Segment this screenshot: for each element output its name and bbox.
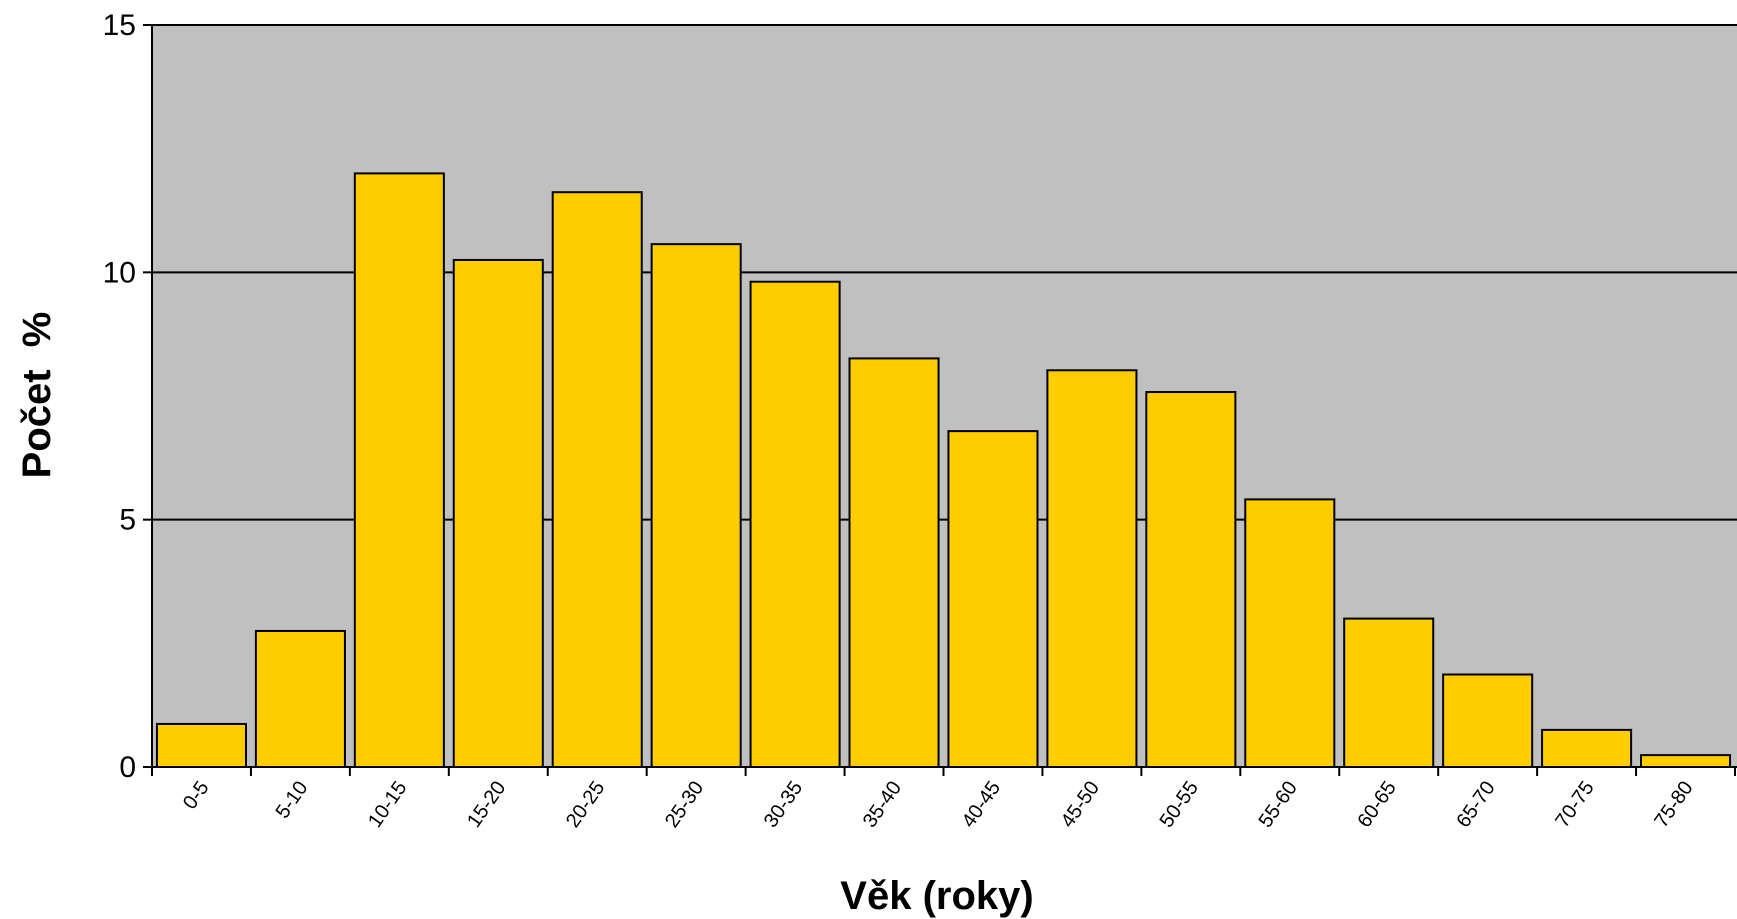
x-tick-label-60-65: 60-65 (1353, 777, 1400, 832)
bar-45-50 (1046, 369, 1138, 768)
x-tick-label-50-55: 50-55 (1156, 777, 1203, 832)
x-tick-label-20-25: 20-25 (562, 777, 609, 832)
bar-60-65 (1343, 617, 1435, 768)
axes (143, 24, 1737, 776)
bar-25-30 (650, 243, 742, 768)
x-tick-label-55-60: 55-60 (1255, 777, 1302, 832)
x-tick-label-75-80: 75-80 (1650, 777, 1697, 832)
y-tick-label-0: 0 (119, 751, 136, 784)
x-tick-label-70-75: 70-75 (1551, 777, 1598, 832)
x-tick-labels: 0-5 5-10 10-15 15-20 20-25 25-30 30-35 35-40 40-… (179, 777, 1698, 832)
x-tick-label-30-35: 30-35 (760, 777, 807, 832)
x-tick-label-40-45: 40-45 (958, 777, 1005, 832)
bar-5-10 (254, 629, 346, 769)
y-tick-label-10: 10 (103, 256, 136, 289)
bar-40-45 (947, 430, 1039, 768)
x-tick-label-35-40: 35-40 (859, 777, 906, 832)
x-tick-label-5-10: 5-10 (272, 777, 313, 822)
bar-30-35 (749, 280, 841, 768)
y-axis-title: Počet % (15, 312, 59, 479)
y-tick-label-5: 5 (119, 504, 136, 537)
bar-35-40 (848, 357, 940, 768)
x-axis-title: Věk (roky) (840, 874, 1033, 918)
bars (155, 172, 1732, 769)
x-tick-label-10-15: 10-15 (364, 777, 411, 832)
bar-15-20 (452, 258, 544, 768)
bar-65-70 (1442, 673, 1534, 768)
bar-70-75 (1541, 728, 1633, 769)
x-tick-label-15-20: 15-20 (463, 777, 510, 832)
y-tick-labels: 0 5 10 15 (103, 9, 136, 784)
x-tick-label-45-50: 45-50 (1057, 777, 1104, 832)
x-tick-label-0-5: 0-5 (179, 777, 214, 813)
bar-75-80 (1640, 754, 1732, 768)
bar-20-25 (551, 191, 643, 768)
y-tick-label-15: 15 (103, 9, 136, 42)
x-tick-label-65-70: 65-70 (1452, 777, 1499, 832)
bar-0-5 (155, 722, 247, 768)
x-tick-label-25-30: 25-30 (661, 777, 708, 832)
bar-50-55 (1145, 391, 1237, 768)
bar-55-60 (1244, 498, 1336, 768)
bar-10-15 (353, 172, 445, 768)
